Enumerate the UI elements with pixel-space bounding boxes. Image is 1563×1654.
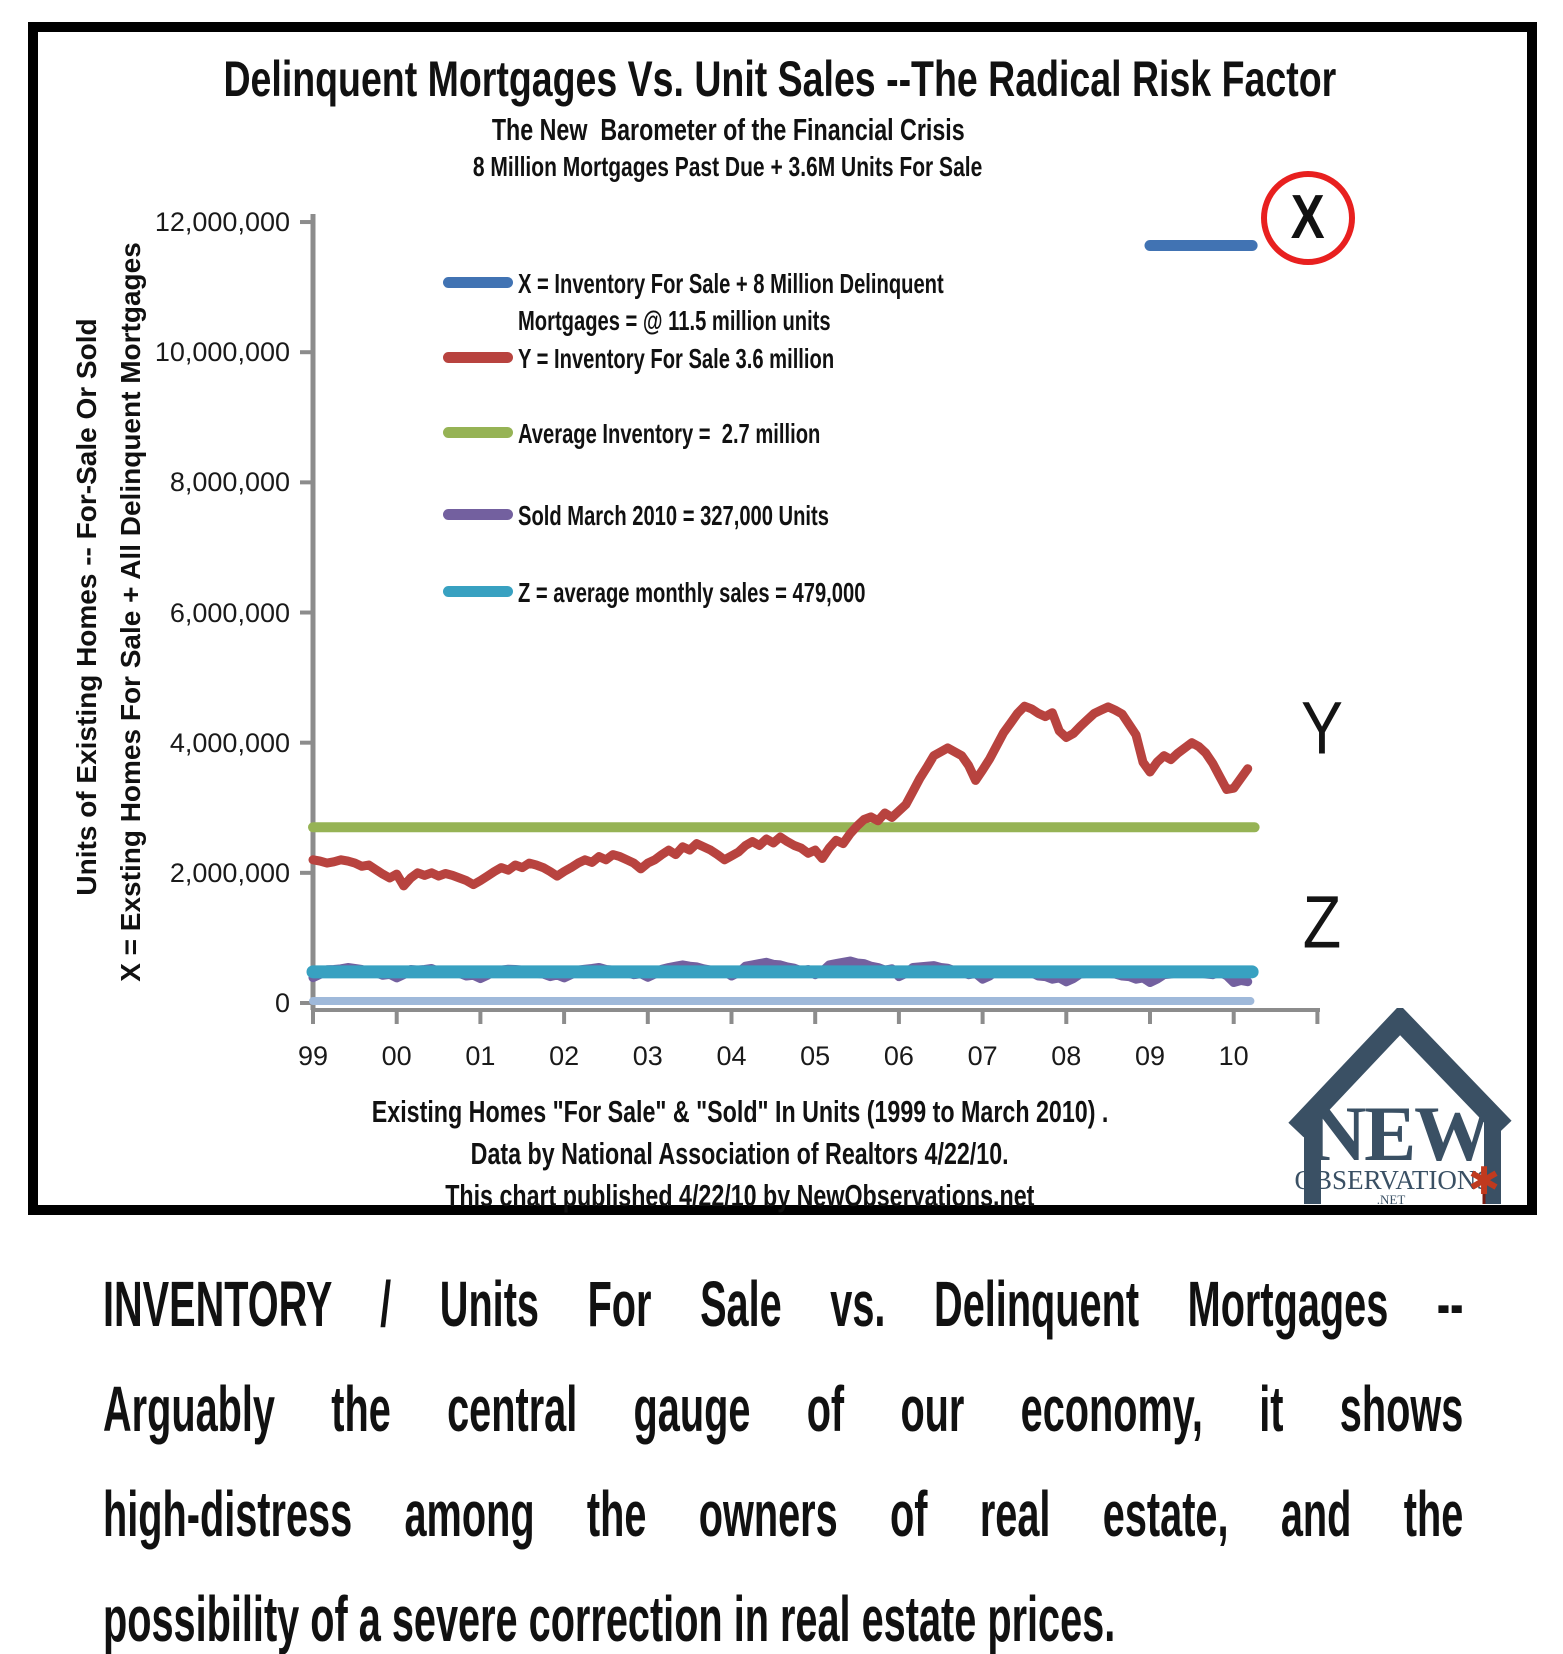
x-tick-label: 05 (800, 1041, 831, 1071)
legend-swatch-avg_inventory (443, 427, 513, 438)
caption-line-1-text: Existing Homes "For Sale" & "Sold" In Un… (371, 1094, 1109, 1129)
caption-line-2-text: Data by National Association of Realtors… (471, 1136, 1009, 1171)
legend-swatch-avg_sales (443, 586, 513, 597)
y-tick-label: 10,000,000 (154, 337, 290, 368)
x-tick-label: 99 (297, 1041, 329, 1071)
legend-item-x_total: X = Inventory For Sale + 8 Million Delin… (443, 265, 1109, 339)
caption-line-3-text: This chart published 4/22/10 by NewObser… (445, 1178, 1035, 1213)
x-marker-letter: X (1291, 183, 1325, 252)
chart-subtitle-2: 8 Million Mortgages Past Due + 3.6M Unit… (38, 151, 1418, 183)
body-text: INVENTORY / Units For Sale vs. Delinquen… (103, 1252, 1463, 1654)
body-text-line: possibility of a severe correction in re… (103, 1583, 1116, 1654)
caption-line-1: Existing Homes "For Sale" & "Sold" In Un… (40, 1094, 1440, 1130)
chart-title: Delinquent Mortgages Vs. Unit Sales --Th… (38, 50, 1418, 108)
body-text-line: high-distress among the owners of real e… (103, 1478, 1464, 1550)
legend-item-sold: Sold March 2010 = 327,000 Units (443, 497, 950, 534)
legend-swatch-inventory (443, 352, 513, 363)
legend-label-avg_inventory: Average Inventory = 2.7 million (518, 418, 821, 449)
legend-item-avg_sales: Z = average monthly sales = 479,000 (443, 574, 1001, 611)
x-marker-circle-annotation: X (1261, 171, 1355, 265)
body-text-line: Arguably the central gauge of our econom… (103, 1373, 1464, 1445)
y-tick-label: 0 (274, 988, 290, 1018)
chart-subtitle: The New Barometer of the Financial Crisi… (38, 112, 1418, 148)
chart-subtitle-2-text: 8 Million Mortgages Past Due + 3.6M Unit… (473, 151, 983, 182)
y-tick-label: 4,000,000 (169, 727, 290, 758)
x-tick-label: 04 (716, 1041, 747, 1071)
x-tick-label: 09 (1134, 1041, 1166, 1071)
x-tick-label: 02 (549, 1041, 580, 1071)
caption-line-2: Data by National Association of Realtors… (40, 1136, 1440, 1172)
x-tick-label: 03 (632, 1041, 663, 1071)
legend-label-x_total: X = Inventory For Sale + 8 Million Delin… (518, 268, 944, 336)
legend-label-avg_sales: Z = average monthly sales = 479,000 (518, 577, 866, 608)
x-tick-label: 00 (381, 1041, 412, 1071)
x-tick-label: 06 (883, 1041, 914, 1071)
x-tick-label: 01 (465, 1041, 496, 1071)
y-tick-label: 2,000,000 (169, 857, 290, 888)
legend-swatch-sold (443, 509, 513, 520)
x-tick-label: 07 (967, 1041, 998, 1071)
caption-line-3: This chart published 4/22/10 by NewObser… (40, 1178, 1440, 1214)
legend-item-avg_inventory: Average Inventory = 2.7 million (443, 415, 938, 452)
legend-label-sold: Sold March 2010 = 327,000 Units (518, 500, 829, 531)
legend-item-inventory: Y = Inventory For Sale 3.6 million (443, 340, 957, 377)
x-tick-label: 08 (1051, 1041, 1082, 1071)
y-tick-label: 12,000,000 (154, 207, 290, 238)
chart-subtitle-text: The New Barometer of the Financial Crisi… (491, 112, 965, 147)
y-tick-label: 8,000,000 (169, 467, 290, 498)
x-tick-label: 10 (1218, 1041, 1249, 1071)
z-marker-letter: Z (1302, 880, 1342, 964)
chart-title-text: Delinquent Mortgages Vs. Unit Sales --Th… (223, 51, 1337, 107)
legend-swatch-x_total (443, 277, 513, 288)
body-text-line: INVENTORY / Units For Sale vs. Delinquen… (103, 1268, 1464, 1340)
y-marker-letter: Y (1301, 686, 1343, 770)
legend-label-inventory: Y = Inventory For Sale 3.6 million (518, 343, 835, 374)
y-tick-label: 6,000,000 (169, 597, 290, 628)
